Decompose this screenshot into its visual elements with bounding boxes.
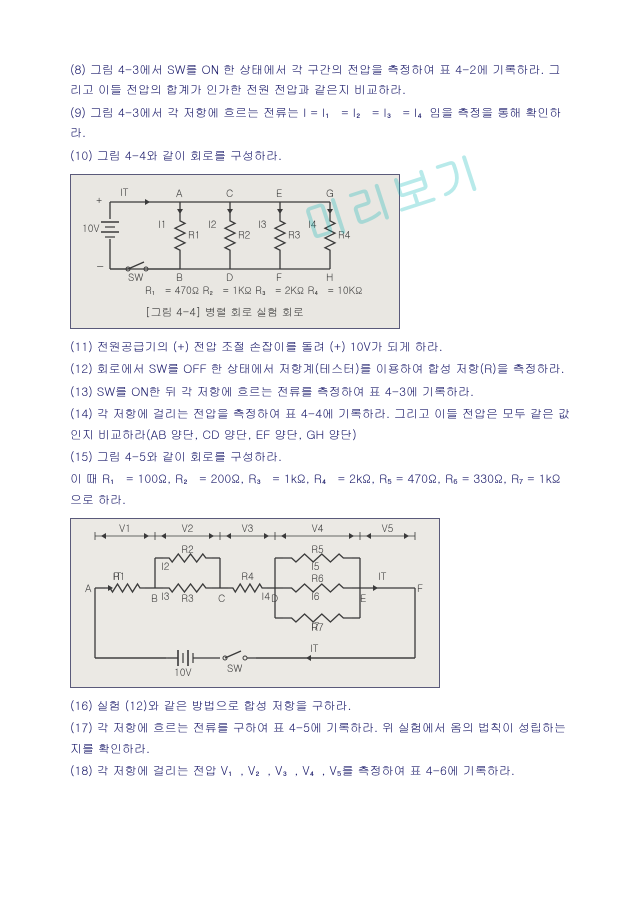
svg-text:V5: V5 xyxy=(382,521,394,535)
svg-text:E: E xyxy=(276,186,282,200)
svg-text:A: A xyxy=(85,581,92,595)
svg-text:I2: I2 xyxy=(208,217,217,231)
svg-text:I3: I3 xyxy=(161,589,170,603)
svg-text:F: F xyxy=(276,270,282,284)
para-16: (16) 실험 (12)와 같은 방법으로 합성 저항을 구하라. xyxy=(70,696,570,716)
svg-text:R5: R5 xyxy=(311,542,324,556)
svg-text:I4: I4 xyxy=(308,217,317,231)
svg-text:R4: R4 xyxy=(338,227,351,241)
svg-text:F: F xyxy=(417,581,423,595)
svg-text:C: C xyxy=(218,591,225,605)
svg-text:B: B xyxy=(151,591,158,605)
svg-text:R3: R3 xyxy=(181,591,194,605)
svg-text:R2: R2 xyxy=(238,227,251,241)
para-13: (13) SW를 ON한 뒤 각 저항에 흐르는 전류를 측정하여 표 4-3에… xyxy=(70,382,570,402)
svg-text:R3: R3 xyxy=(288,227,301,241)
svg-text:R2: R2 xyxy=(181,542,194,556)
svg-text:B: B xyxy=(176,270,183,284)
document-page: (8) 그림 4-3에서 SW를 ON 한 상태에서 각 구간의 전압을 측정하… xyxy=(0,0,640,824)
svg-text:I3: I3 xyxy=(258,217,267,231)
svg-text:A: A xyxy=(176,186,183,200)
svg-text:[그림 4-4] 병렬 회로 실험 회로: [그림 4-4] 병렬 회로 실험 회로 xyxy=(145,305,304,320)
svg-text:+: + xyxy=(96,193,102,207)
svg-text:10V: 10V xyxy=(174,665,191,679)
para-18: (18) 각 저항에 걸리는 전압 V₁, V₂, V₃, V₄, V₅를 측정… xyxy=(70,761,570,781)
para-11: (11) 전원공급기의 (+) 전압 조절 손잡이를 돌려 (+) 10V가 되… xyxy=(70,337,570,357)
svg-text:D: D xyxy=(226,270,233,284)
svg-text:V1: V1 xyxy=(119,521,131,535)
svg-text:−: − xyxy=(96,259,104,273)
svg-text:V3: V3 xyxy=(242,521,254,535)
svg-text:IT: IT xyxy=(113,569,122,583)
svg-text:I2: I2 xyxy=(161,559,170,573)
svg-text:I6: I6 xyxy=(311,589,320,603)
para-12: (12) 회로에서 SW를 OFF 한 상태에서 저항계(테스터)를 이용하여 … xyxy=(70,359,570,379)
figure-4-5: 10VSWV1V2V3V4V5ABCDEFR1R2R3R4R5R6R7ITI2I… xyxy=(70,518,570,688)
figure-4-4: 10V + − SW IT I1 R1 A B I2 R2 C D I3 R3 E F I4 R4 G HR₁ = 47… xyxy=(70,174,570,329)
para-14: (14) 각 저항에 걸리는 전압을 측정하여 표 4-4에 기록하라. 그리고… xyxy=(70,404,570,445)
svg-text:R6: R6 xyxy=(311,571,324,585)
svg-text:C: C xyxy=(226,186,233,200)
svg-text:R1: R1 xyxy=(188,227,200,241)
svg-text:G: G xyxy=(326,186,334,200)
svg-text:R₁ = 470Ω R₂ = 1KΩ R₃ = 2KΩ: R₁ = 470Ω R₂ = 1KΩ R₃ = 2KΩ R₄ = 10KΩ xyxy=(145,283,363,297)
para-15b: 이 때 R₁ = 100Ω, R₂ = 200Ω, R₃ = 1kΩ, R₄ =… xyxy=(70,469,570,510)
svg-text:I4: I4 xyxy=(262,589,271,603)
para-10: (10) 그림 4-4와 같이 회로를 구성하라. xyxy=(70,146,570,166)
svg-text:SW: SW xyxy=(128,270,143,284)
svg-text:I7: I7 xyxy=(311,619,320,633)
para-15: (15) 그림 4-5와 같이 회로를 구성하라. xyxy=(70,447,570,467)
svg-text:I5: I5 xyxy=(311,559,320,573)
svg-text:R4: R4 xyxy=(241,569,254,583)
svg-text:IT: IT xyxy=(378,569,387,583)
para-9: (9) 그림 4-3에서 각 저항에 흐르는 전류는 I = I₁ = I₂ =… xyxy=(70,103,570,144)
svg-text:D: D xyxy=(271,591,278,605)
svg-text:SW: SW xyxy=(227,661,242,675)
svg-text:IT: IT xyxy=(310,641,319,655)
svg-text:E: E xyxy=(360,591,366,605)
para-17: (17) 각 저항에 흐르는 전류를 구하여 표 4-5에 기록하라. 위 실험… xyxy=(70,718,570,759)
svg-text:V4: V4 xyxy=(312,521,324,535)
para-8: (8) 그림 4-3에서 SW를 ON 한 상태에서 각 구간의 전압을 측정하… xyxy=(70,60,570,101)
svg-text:IT: IT xyxy=(120,185,129,199)
svg-text:10V: 10V xyxy=(82,221,99,235)
svg-text:V2: V2 xyxy=(182,521,194,535)
svg-text:H: H xyxy=(326,270,333,284)
svg-text:I1: I1 xyxy=(158,217,166,231)
